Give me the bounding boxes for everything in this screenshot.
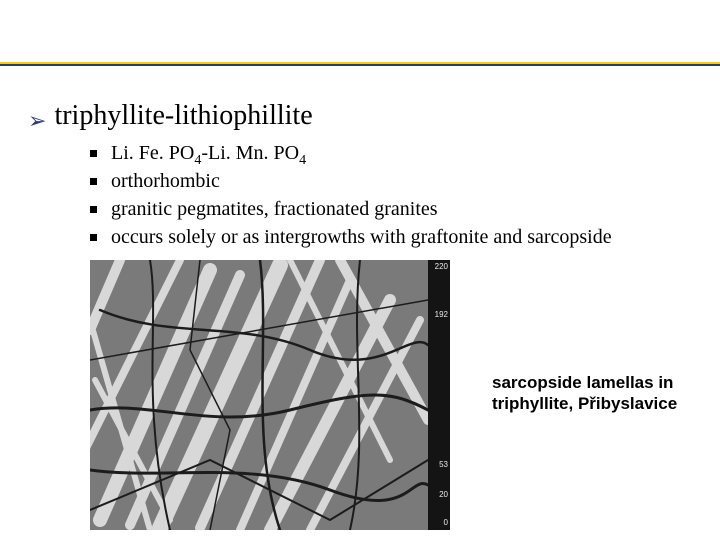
list-item-text: granitic pegmatites, fractionated granit… (111, 196, 438, 223)
heading-bullet-icon: ➢ (28, 110, 46, 132)
tick-label: 53 (430, 460, 448, 469)
list-item-text: orthorhombic (111, 168, 220, 195)
heading: ➢ triphyllite-lithiophillite (28, 100, 313, 132)
list-item-text: occurs solely or as intergrowths with gr… (111, 224, 612, 251)
tick-label: 20 (430, 490, 448, 499)
caption-line: triphyllite, Přibyslavice (492, 394, 677, 413)
bullet-list: Li. Fe. PO4-Li. Mn. PO4 orthorhombic gra… (90, 140, 690, 252)
figure-caption: sarcopside lamellas in triphyllite, Přib… (492, 372, 702, 415)
tick-label: 220 (430, 262, 448, 271)
micrograph-svg (90, 260, 450, 530)
heading-title: triphyllite-lithiophillite (54, 100, 312, 132)
list-item: orthorhombic (90, 168, 690, 195)
square-bullet-icon (90, 178, 97, 185)
slide: { "rule": { "yellow": "#ffcc00", "blue":… (0, 0, 720, 540)
list-item: occurs solely or as intergrowths with gr… (90, 224, 690, 251)
figure-scale-bar: 220 192 53 20 0 (428, 260, 450, 530)
square-bullet-icon (90, 234, 97, 241)
list-item-text: Li. Fe. PO4-Li. Mn. PO4 (111, 140, 306, 167)
list-item: granitic pegmatites, fractionated granit… (90, 196, 690, 223)
micrograph-figure: 220 192 53 20 0 (90, 260, 450, 530)
caption-line: sarcopside lamellas in (492, 373, 673, 392)
tick-label: 0 (430, 518, 448, 527)
tick-label: 192 (430, 310, 448, 319)
square-bullet-icon (90, 150, 97, 157)
square-bullet-icon (90, 206, 97, 213)
slide-divider (0, 62, 720, 66)
rule-blue (0, 64, 720, 66)
list-item: Li. Fe. PO4-Li. Mn. PO4 (90, 140, 690, 167)
